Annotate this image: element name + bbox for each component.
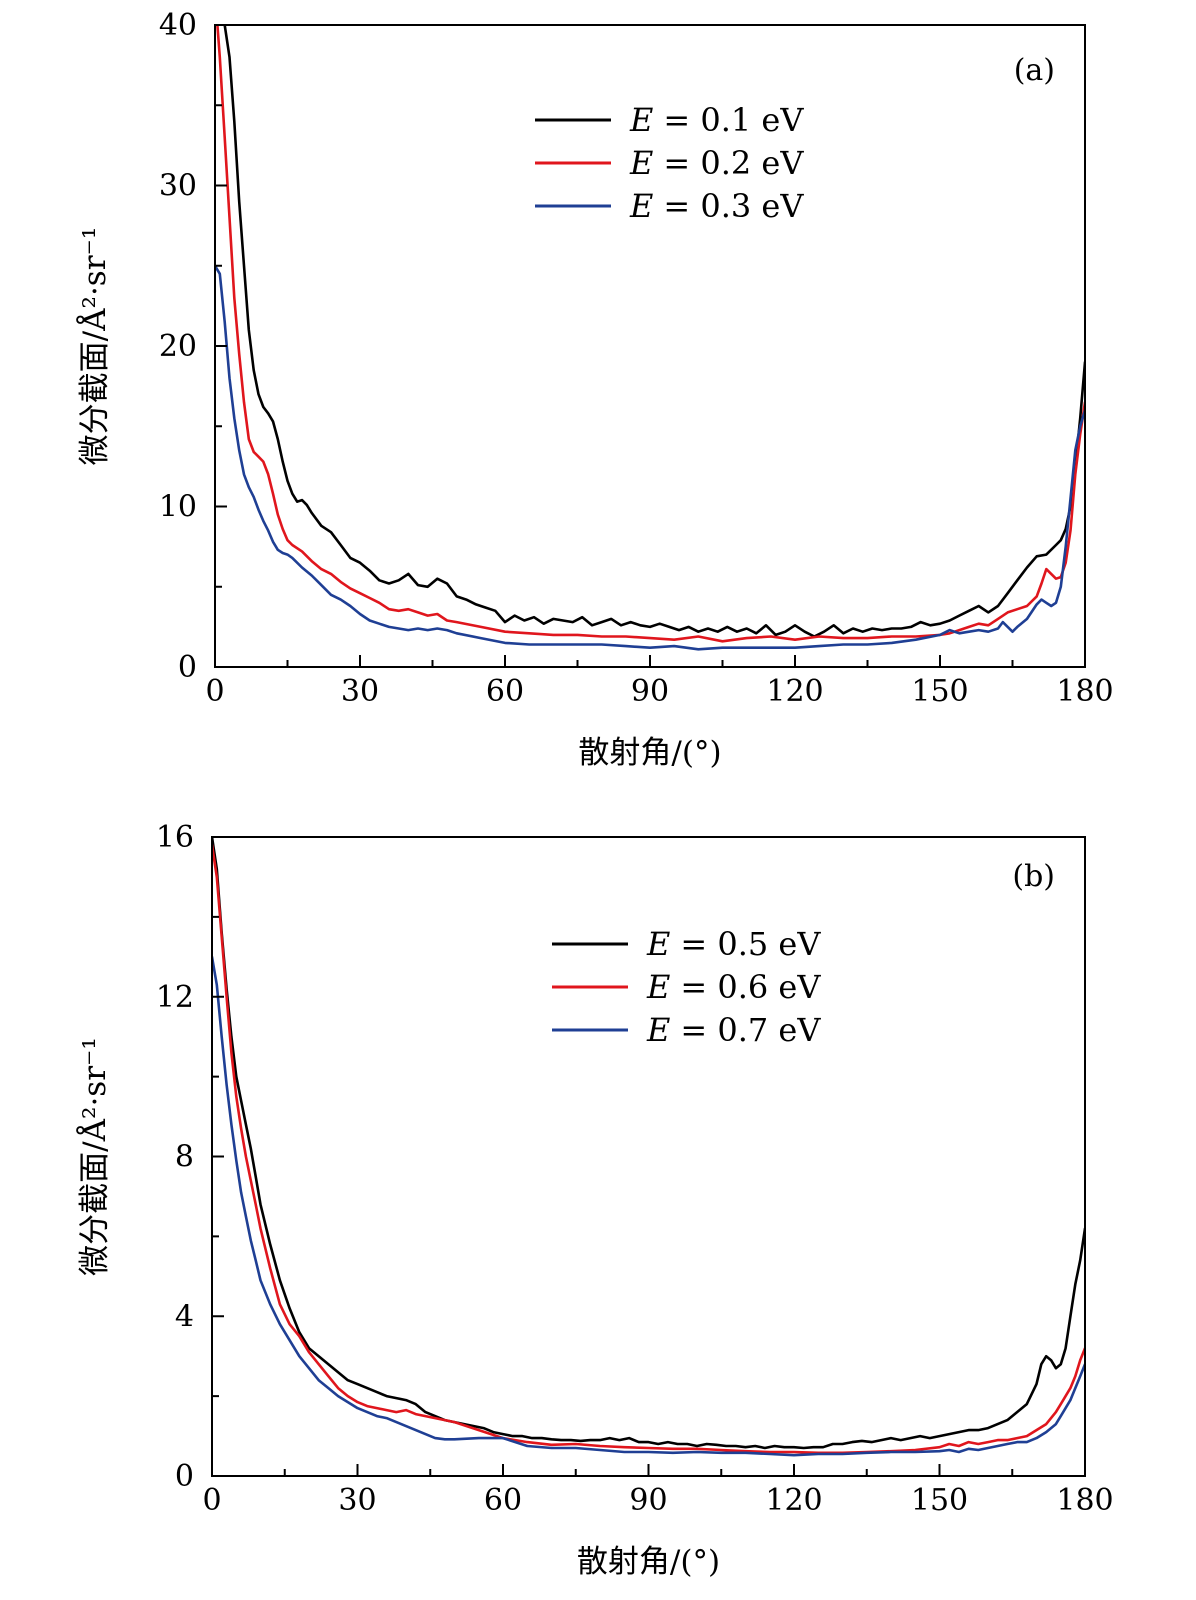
legend-entry: E = 0.1 eV [629,101,804,139]
legend-variable: E [629,101,653,139]
legend-variable: E [646,925,670,963]
y-tick-label: 16 [156,820,194,855]
y-tick-label: 0 [175,1459,194,1494]
x-tick-label: 60 [484,1483,522,1518]
x-tick-label: 120 [765,1483,822,1518]
legend-value: = 0.6 eV [680,968,821,1006]
x-tick-label: 180 [1056,1483,1113,1518]
series-line-2 [216,25,1085,643]
panel-label: (a) [1014,53,1055,88]
legend-variable: E [646,968,670,1006]
panel-b: 0 30 60 90 120 150 180 0 4 8 12 16 散射角/(°) 微分截面/Å²·sr… [75,820,1114,1580]
series-line-1 [212,837,1085,1450]
y-tick-label: 8 [175,1140,194,1175]
y-tick-label: 4 [175,1299,194,1334]
x-tick-label: 180 [1056,674,1113,709]
series-line-3 [212,955,1085,1457]
series-line-2 [212,843,1085,1455]
x-tick-label: 90 [631,674,669,709]
legend-value: = 0.5 eV [680,925,821,963]
legend-entry: E = 0.7 eV [646,1011,821,1049]
x-tick-label: 30 [341,674,379,709]
legend: E = 0.1 eV E = 0.2 eV E = 0.3 eV [535,101,804,225]
panel-label: (b) [1012,859,1055,894]
y-tick-label: 10 [159,490,197,525]
legend-entry: E = 0.6 eV [646,968,821,1006]
legend-variable: E [629,187,653,225]
y-axis-title: 微分截面/Å²·sr⁻¹ [75,227,113,466]
x-tick-label: 0 [202,1483,221,1518]
x-tick-label: 0 [205,674,224,709]
x-tick-label: 150 [911,1483,968,1518]
legend-variable: E [629,144,653,182]
x-tick-label: 120 [766,674,823,709]
y-tick-label: 0 [178,650,197,685]
y-tick-label: 40 [159,8,197,43]
y-tick-label: 12 [156,980,194,1015]
x-tick-label: 30 [338,1483,376,1518]
x-tick-label: 60 [486,674,524,709]
legend-entry: E = 0.2 eV [629,144,804,182]
legend: E = 0.5 eV E = 0.6 eV E = 0.7 eV [552,925,821,1049]
x-axis-title: 散射角/(°) [577,1544,720,1580]
panel-a: 0 30 60 90 120 150 180 0 10 20 30 40 散射角/(°) 微分截面/Å²·… [75,8,1114,771]
legend-entry: E = 0.3 eV [629,187,804,225]
legend-value: = 0.1 eV [663,101,804,139]
x-tick-label: 150 [911,674,968,709]
series-line-3 [215,264,1085,651]
y-tick-label: 20 [159,329,197,364]
legend-variable: E [646,1011,670,1049]
legend-entry: E = 0.5 eV [646,925,821,963]
legend-value: = 0.2 eV [663,144,804,182]
series-line-1 [223,25,1085,638]
x-axis-title: 散射角/(°) [578,735,721,771]
legend-value: = 0.3 eV [663,187,804,225]
y-axis-title: 微分截面/Å²·sr⁻¹ [75,1037,113,1276]
x-tick-label: 90 [629,1483,667,1518]
legend-value: = 0.7 eV [680,1011,821,1049]
y-tick-label: 30 [159,169,197,204]
